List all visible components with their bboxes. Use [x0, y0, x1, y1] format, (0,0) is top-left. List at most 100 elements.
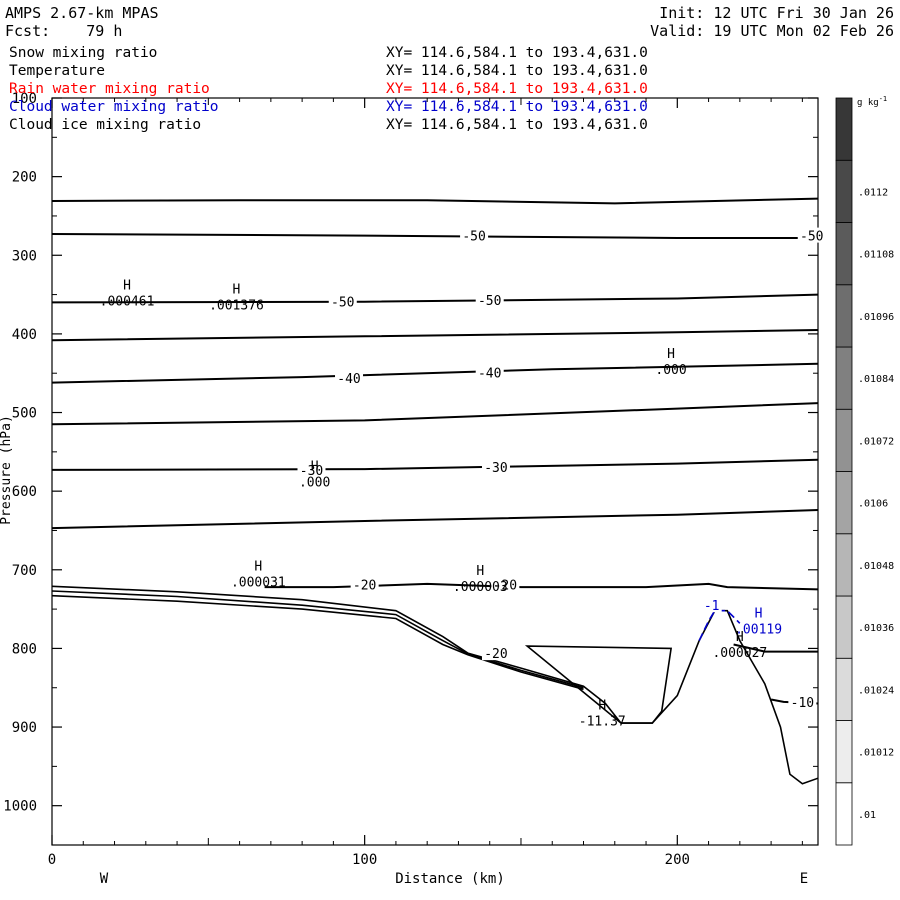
colorbar-level-label: .01048: [858, 561, 894, 572]
maximum-value: .000: [299, 475, 330, 490]
forecast-hour: Fcst: 79 h: [5, 22, 123, 40]
maximum-value: .001376: [209, 299, 264, 314]
colorbar-segment: [835, 782, 853, 846]
maximum-marker: H: [598, 698, 606, 713]
contour-label: -40: [337, 372, 360, 387]
colorbar-segment: [835, 533, 853, 597]
west-label: W: [100, 871, 109, 887]
y-tick-label: 500: [12, 406, 37, 422]
colorbar-segment: [835, 346, 853, 410]
contour-label-bg: [481, 458, 510, 474]
isotherm-line: [52, 458, 818, 471]
isotherm-line: [52, 362, 818, 384]
east-label: E: [800, 871, 808, 887]
colorbar: .01 .01012 .01024 .01036 .01048 .0106 .01072 .0…: [835, 95, 894, 846]
y-tick-label: 200: [12, 170, 37, 186]
y-tick-label: 400: [12, 327, 37, 343]
field-name: Snow mixing ratio: [9, 45, 158, 61]
contour-label-bg: [475, 364, 504, 380]
maximum-marker: H: [123, 279, 131, 294]
contour-label-bg: [491, 576, 520, 592]
colorbar-segment: [835, 159, 853, 223]
maximum-value: .000003: [453, 580, 508, 595]
x-tick-label: 0: [48, 852, 56, 868]
terrain-line: [52, 594, 584, 691]
y-tick-label: 1000: [3, 799, 37, 815]
maximum-marker: H: [667, 347, 675, 362]
x-axis-label: Distance (km): [395, 871, 505, 887]
colorbar-segment: [835, 471, 853, 535]
colorbar-unit: g kg-1: [857, 95, 887, 108]
maximum-marker: H: [755, 606, 763, 621]
contour-label-bg: [701, 597, 722, 613]
colorbar-segment: [835, 222, 853, 286]
colorbar-level-label: .01: [858, 810, 876, 821]
maximum-marker: H: [736, 630, 744, 645]
isotherm-line: [52, 329, 818, 342]
isotherm-line: [52, 233, 818, 239]
maximum-marker: H: [476, 564, 484, 579]
colorbar-level-label: .01108: [858, 250, 894, 261]
contour-label: -20: [484, 647, 507, 662]
contour-label: -50: [331, 296, 354, 311]
y-tick-label: 900: [12, 720, 37, 736]
contour-label: -1: [704, 599, 720, 614]
contour-label: -30: [300, 464, 323, 479]
maximum-value: .00119: [735, 622, 782, 637]
isotherm-line: [52, 402, 818, 426]
terrain-line: [52, 585, 818, 785]
contour-label: -20: [353, 579, 376, 594]
contour-label-bg: [460, 227, 489, 243]
field-name: Rain water mixing ratio: [9, 81, 210, 97]
contour-label-bg: [335, 369, 364, 385]
colorbar-segment: [835, 595, 853, 659]
contour-label: -50: [462, 230, 485, 245]
contour-label: -50: [478, 294, 501, 309]
terrain-line: [52, 590, 584, 689]
colorbar-level-label: .0106: [858, 499, 888, 510]
axes-layer: 100 200 300 400 500 600 700 800 900 1000 0 100 200: [3, 91, 818, 868]
contour-layer: [52, 197, 818, 785]
contour-label: -50: [800, 230, 823, 245]
field-name: Temperature: [9, 63, 106, 79]
model-title: AMPS 2.67-km MPAS: [5, 4, 159, 22]
field-xy: XY= 114.6,584.1 to 193.4,631.0: [386, 81, 648, 97]
y-tick-label: 700: [12, 563, 37, 579]
colorbar-segment: [835, 284, 853, 348]
contour-label-bg: [481, 645, 510, 661]
plot-frame: [51, 97, 819, 846]
field-xy: XY= 114.6,584.1 to 193.4,631.0: [386, 45, 648, 61]
maximum-value: .000: [655, 363, 686, 378]
colorbar-level-label: .0112: [858, 187, 888, 198]
y-tick-label: 800: [12, 641, 37, 657]
field-xy: XY= 114.6,584.1 to 193.4,631.0: [386, 63, 648, 79]
maximum-value: .000031: [231, 575, 286, 590]
cold-pool-contour: [524, 645, 673, 724]
contour-label-bg: [297, 461, 326, 477]
isotherm-line: [52, 293, 818, 304]
contour-label: -20: [494, 579, 517, 594]
maximum-marker: H: [233, 283, 241, 298]
maximum-value: .000027: [712, 646, 767, 661]
x-tick-label: 100: [352, 852, 377, 868]
contour-label-bg: [797, 227, 826, 243]
colorbar-segment: [835, 720, 853, 784]
init-time: Init: 12 UTC Fri 30 Jan 26: [659, 4, 894, 22]
field-name: Cloud ice mixing ratio: [9, 117, 202, 133]
field-xy: XY= 114.6,584.1 to 193.4,631.0: [386, 99, 648, 115]
colorbar-level-label: .01036: [858, 623, 894, 634]
valid-time: Valid: 19 UTC Mon 02 Feb 26: [650, 22, 894, 40]
colorbar-segment: [835, 97, 853, 161]
isotherm-line: [264, 582, 818, 591]
maximum-marker: H: [254, 559, 262, 574]
field-name: Cloud water mixing ratio: [9, 99, 219, 115]
y-tick-label: 100: [12, 91, 37, 107]
colorbar-segment: [835, 408, 853, 472]
isotherm-line: [52, 509, 818, 530]
colorbar-segment: [835, 657, 853, 721]
contour-label-bg: [788, 693, 817, 709]
y-tick-label: 600: [12, 484, 37, 500]
label-layer: -50 -50 -50 -50 -40 -40 -30 -30 -20 -20 -20 -10 -1 H.…: [100, 227, 826, 729]
maximum-marker: H: [311, 459, 319, 474]
